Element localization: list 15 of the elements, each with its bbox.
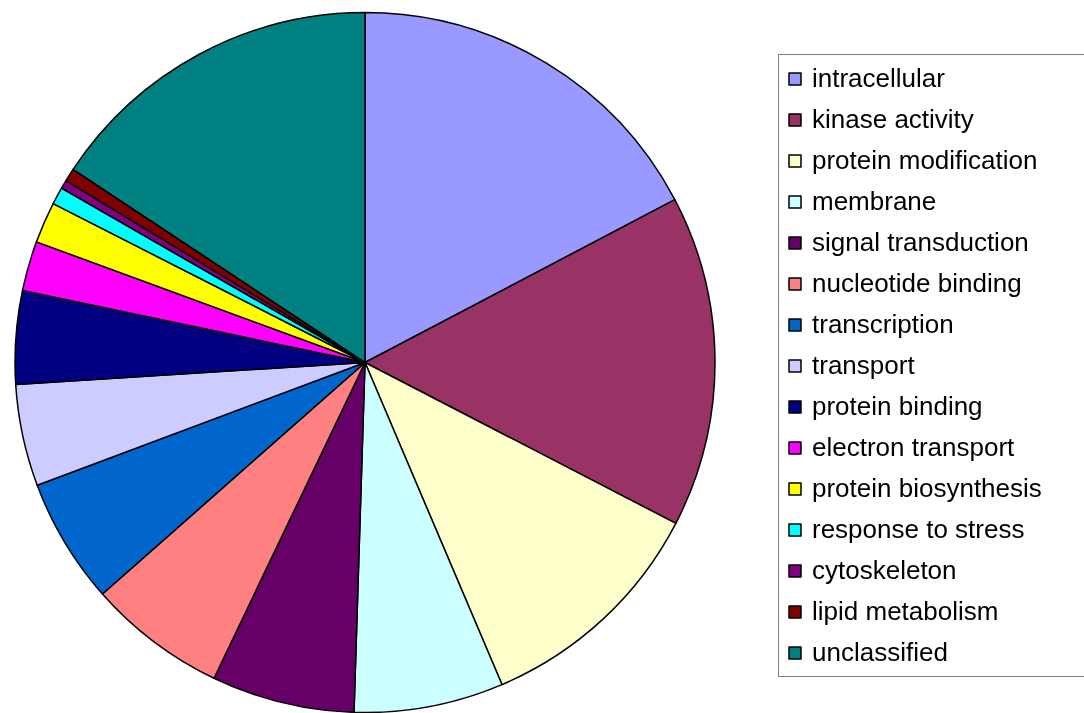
legend-label: electron transport	[812, 432, 1016, 463]
legend-label: nucleotide binding	[812, 268, 1023, 299]
legend-label: unclassified	[812, 637, 949, 668]
legend-label: transcription	[812, 309, 955, 340]
legend-label: intracellular	[812, 63, 946, 94]
legend-label: kinase activity	[812, 104, 975, 135]
legend-label: protein modification	[812, 145, 1039, 176]
legend-label: response to stress	[812, 514, 1026, 545]
legend-label: cytoskeleton	[812, 555, 958, 586]
legend-label: protein binding	[812, 391, 984, 422]
legend-label: membrane	[812, 186, 938, 217]
legend-label: transport	[812, 350, 916, 381]
legend-label: lipid metabolism	[812, 596, 1000, 627]
legend-label: protein biosynthesis	[812, 473, 1043, 504]
legend-label: signal transduction	[812, 227, 1030, 258]
